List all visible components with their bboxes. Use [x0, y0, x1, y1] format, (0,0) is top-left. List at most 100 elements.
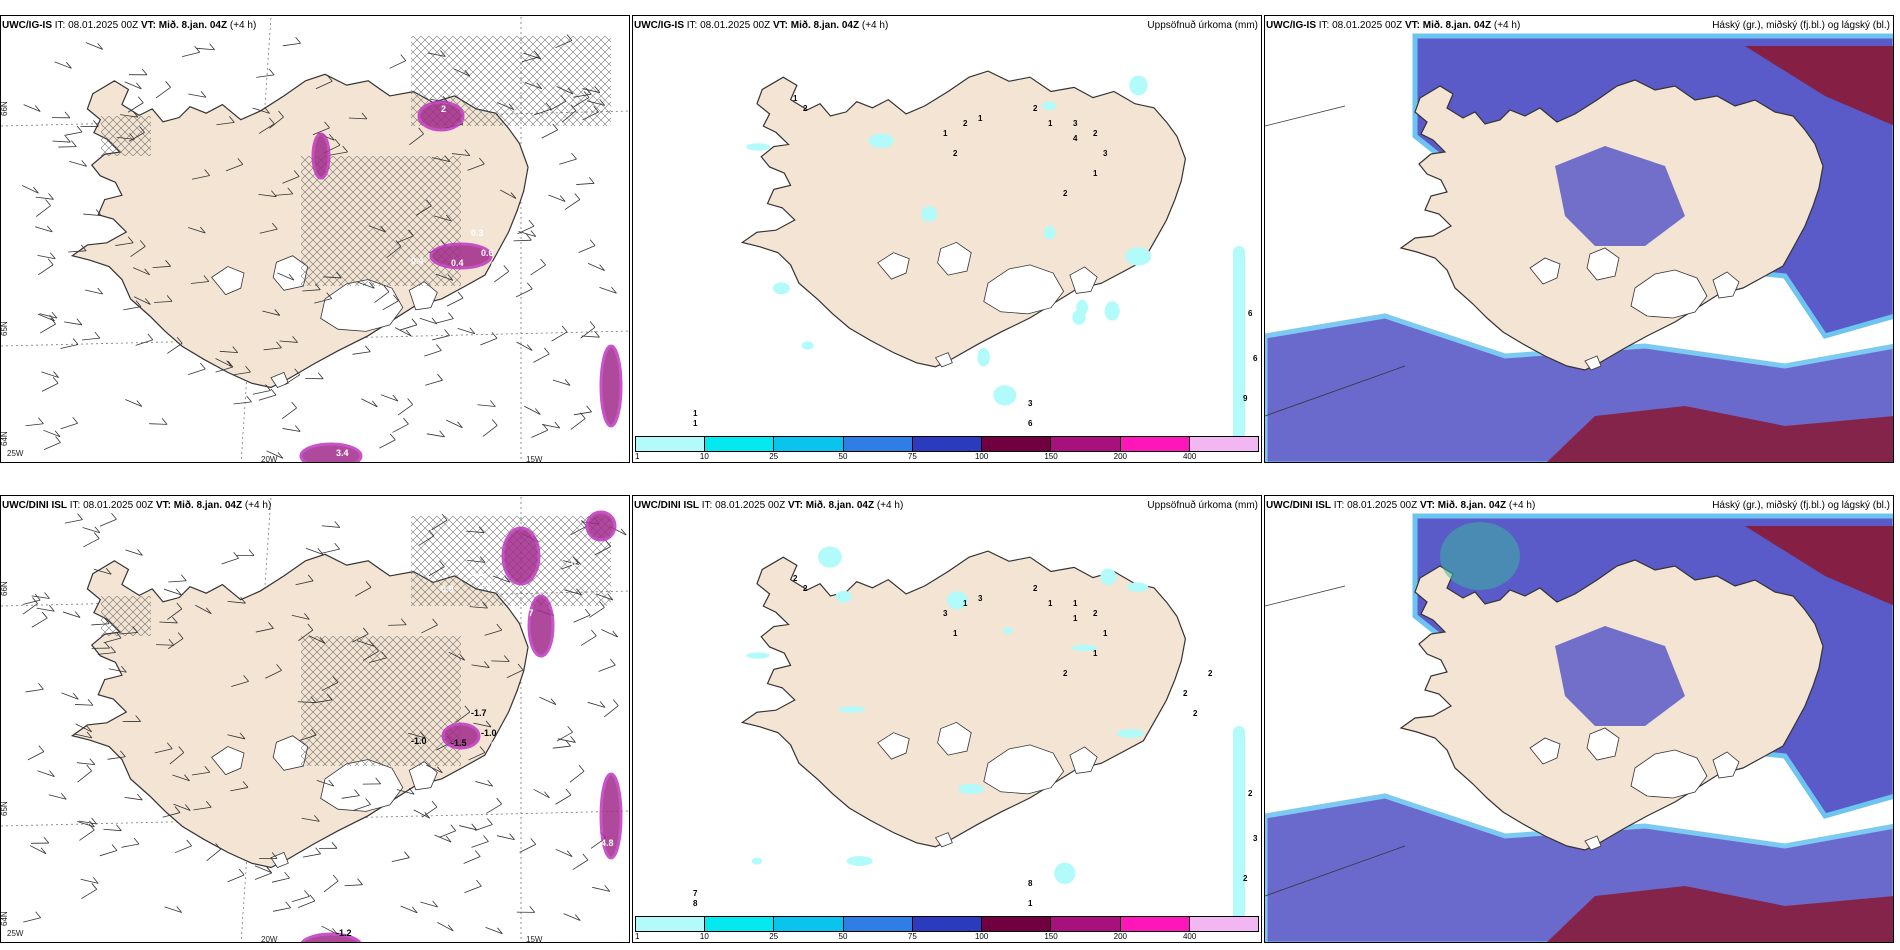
projection-line [1265, 845, 1406, 897]
valid-time-label: VT: [772, 20, 788, 31]
precip-blob [527, 594, 555, 658]
wind-barb [392, 417, 409, 433]
contour-value: 0.6 [481, 248, 494, 258]
colorbar-tick: 75 [907, 932, 917, 941]
colorbar-tick: 400 [1182, 932, 1197, 941]
init-time: 08.01.2025 00Z [83, 500, 154, 511]
wind-barb [455, 705, 471, 724]
precip-value: 2 [953, 149, 958, 158]
wind-barb [99, 513, 117, 527]
map-panel-5[interactable]: UWC/DINI ISL IT: 08.01.2025 00Z VT: Mið.… [632, 495, 1262, 943]
wind-barb [573, 91, 590, 108]
hatched-area [301, 636, 461, 766]
wind-barb [434, 834, 452, 843]
precip-patch [993, 385, 1017, 406]
wind-barb [282, 170, 300, 184]
precip-value: 1 [1048, 119, 1053, 128]
precip-blob [429, 242, 493, 270]
wind-barb [233, 395, 252, 405]
wind-barb [323, 271, 342, 279]
wind-barb [188, 362, 206, 375]
wind-barb [206, 843, 221, 862]
precip-blob [599, 344, 623, 428]
wind-barb [182, 46, 201, 58]
wind-barb [31, 611, 48, 628]
wind-barb [34, 225, 53, 233]
wind-barb [54, 61, 72, 69]
colorbar-swatch [635, 916, 706, 932]
map-panel-2[interactable]: UWC/IG-IS IT: 08.01.2025 00Z VT: Mið. 8.… [632, 15, 1262, 463]
wind-barb [252, 384, 271, 395]
wind-barb [39, 317, 56, 334]
high-cloud-area [1745, 46, 1893, 126]
precip-patch [746, 143, 771, 151]
contour-value: 0.3 [571, 558, 584, 568]
wind-barb [297, 696, 317, 703]
precip-value: 1 [1073, 599, 1078, 608]
wind-barb [433, 214, 452, 222]
map-panel-6[interactable]: UWC/DINI ISL IT: 08.01.2025 00Z VT: Mið.… [1264, 495, 1894, 943]
wind-barb [78, 817, 97, 825]
wind-barb [572, 853, 589, 871]
wind-barb [83, 532, 100, 548]
colorbar-swatch [843, 436, 913, 452]
glacier-outline [877, 732, 910, 760]
contour-value: 3.4 [336, 448, 349, 458]
contour-value: 1.4 [481, 578, 494, 588]
valid-time: Mið. 8.jan. 04Z [1422, 20, 1492, 31]
panel-field-title: Háský (gr.), miðský (fj.bl.) og lágský (… [1712, 20, 1890, 31]
wind-barb [258, 117, 275, 134]
wind-barb [569, 764, 585, 783]
wind-barb [43, 436, 61, 450]
wind-barb [448, 651, 466, 661]
wind-barb [323, 874, 339, 893]
glacier-outline [934, 832, 953, 848]
contour-value: 4.8 [601, 838, 614, 848]
wind-barb [534, 102, 552, 116]
wind-barb [570, 412, 586, 430]
wind-barb [274, 187, 294, 196]
hatched-area [101, 596, 151, 636]
wind-barb [530, 258, 546, 276]
wind-barb [259, 852, 278, 860]
precip-value: 3 [1103, 149, 1108, 158]
map-panel-1[interactable]: UWC/IG-IS IT: 08.01.2025 00Z VT: Mið. 8.… [0, 15, 630, 463]
wind-barb [107, 750, 126, 760]
map-panel-4[interactable]: UWC/DINI ISL IT: 08.01.2025 00Z VT: Mið.… [0, 495, 630, 943]
precip-value: 6 [1248, 309, 1253, 318]
model-name: UWC/DINI ISL [2, 500, 67, 511]
wind-barb [51, 111, 71, 119]
colorbar-tick: 1 [635, 932, 640, 941]
projection-line [1265, 105, 1346, 127]
precip-value: 7 [693, 889, 698, 898]
precip-value: 1 [693, 409, 698, 418]
wind-barb [409, 127, 424, 146]
panel-title: UWC/DINI ISL IT: 08.01.2025 00Z VT: Mið.… [634, 500, 903, 511]
wind-barb [75, 723, 93, 733]
wind-barb [68, 244, 87, 253]
wind-barb [135, 333, 154, 346]
glacier-outline [1069, 746, 1098, 774]
colorbar-swatch [1189, 436, 1259, 452]
wind-barb [64, 125, 83, 136]
wind-barb [382, 294, 399, 311]
contour-value: 2 [441, 104, 446, 114]
wind-barb [580, 629, 597, 646]
wind-barb [468, 746, 486, 761]
wind-barb [348, 112, 368, 120]
wind-barb [477, 400, 496, 407]
wind-barb [196, 43, 215, 51]
wind-barb [48, 792, 67, 800]
colorbar-ticks: 1 10 25 50 75 100 150 200 400 [635, 932, 1259, 941]
axis-label: 64N [1, 431, 9, 446]
wind-barb [191, 765, 211, 776]
glacier-outline [934, 352, 953, 368]
wind-barb [155, 639, 175, 646]
precip-patch [746, 652, 770, 659]
wind-barb [592, 885, 611, 892]
wind-barb [394, 327, 412, 337]
map-panel-3[interactable]: UWC/IG-IS IT: 08.01.2025 00Z VT: Mið. 8.… [1264, 15, 1894, 463]
wind-barb [305, 547, 324, 555]
wind-barb [355, 581, 372, 597]
model-name: UWC/DINI ISL [634, 500, 699, 511]
